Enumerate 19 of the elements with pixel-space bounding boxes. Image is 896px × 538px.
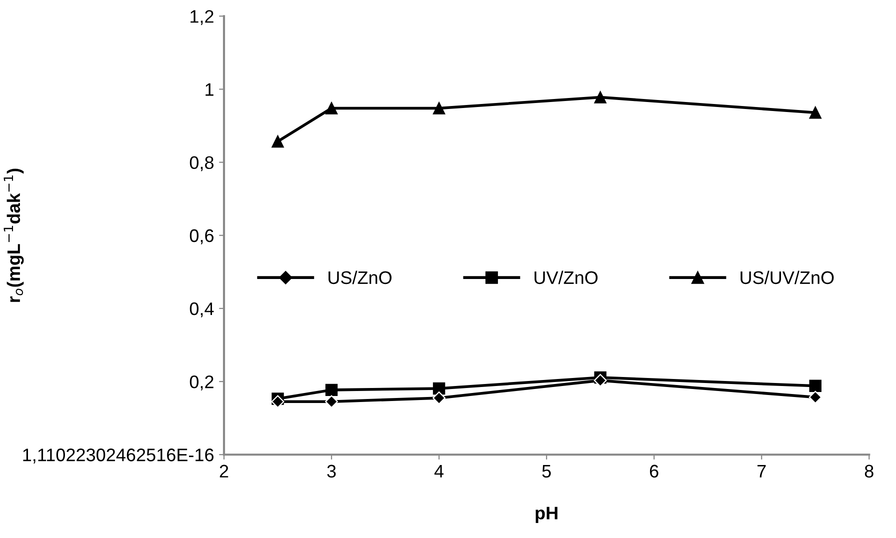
legend-label: US/UV/ZnO: [740, 270, 834, 284]
y-tick-label: 1: [206, 83, 214, 96]
x-axis-title: pH: [536, 506, 558, 523]
y-tick-label: 0,8: [190, 156, 214, 172]
legend-label: UV/ZnO: [534, 270, 598, 284]
x-tick-label: 8: [864, 464, 874, 478]
y-tick-label: 0,2: [190, 375, 214, 390]
y-tick-label: 0,6: [190, 229, 214, 244]
x-tick-label: 5: [542, 464, 551, 478]
y-tick-label: 1,2: [190, 10, 214, 25]
x-tick-label: 6: [650, 464, 658, 478]
y-axis-title: r$_{o}$(mgL$^{−1}$dak$^{−1}$): [4, 168, 24, 302]
x-tick-label: 3: [327, 464, 336, 478]
x-tick-label: 4: [434, 464, 444, 478]
x-tick-label: 2: [220, 464, 228, 478]
y-tick-label: 1,11022302462516E-16: [23, 448, 214, 464]
x-tick-label: 7: [758, 464, 766, 478]
legend-label: US/ZnO: [328, 270, 392, 284]
y-tick-label: 0,4: [190, 302, 214, 318]
